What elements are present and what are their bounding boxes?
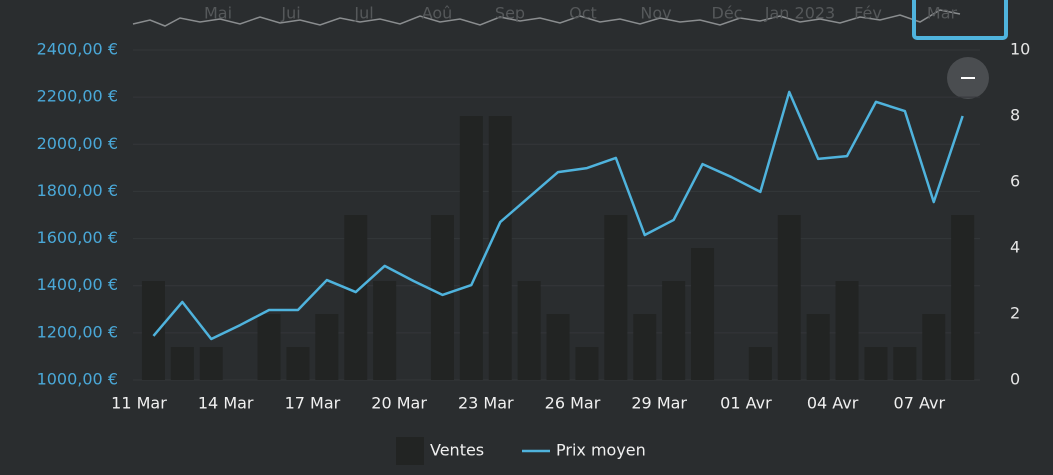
- y2-tick-label: 10: [1010, 40, 1030, 59]
- bar: [633, 314, 657, 380]
- navigator: Mai Jui Jul Aoû Sep Oct Nov Déc Jan 2023 Fév Mar: [132, 0, 1008, 40]
- navigator-month: Aoû: [422, 4, 453, 23]
- navigator-month: Fév: [854, 4, 882, 23]
- bar: [835, 281, 859, 380]
- y-tick-label: 1400,00 €: [37, 275, 118, 294]
- bar: [748, 347, 772, 380]
- y2-tick-label: 4: [1010, 238, 1020, 257]
- navigator-month: Sep: [495, 4, 525, 23]
- y-tick-label: 1000,00 €: [37, 370, 118, 389]
- y2-tick-label: 8: [1010, 106, 1020, 125]
- y-tick-label: 1600,00 €: [37, 228, 118, 247]
- x-tick-label: 20 Mar: [371, 394, 427, 413]
- x-tick-label: 11 Mar: [111, 394, 167, 413]
- x-tick-label: 26 Mar: [545, 394, 601, 413]
- legend-label: Ventes: [430, 441, 484, 460]
- bar: [430, 215, 454, 380]
- y-tick-label: 2000,00 €: [37, 134, 118, 153]
- bar: [864, 347, 888, 380]
- x-tick-label: 29 Mar: [631, 394, 687, 413]
- bar: [170, 347, 194, 380]
- y-tick-label: 2400,00 €: [37, 40, 118, 59]
- navigator-month: Jui: [280, 4, 300, 23]
- bar: [922, 314, 946, 380]
- bar: [488, 116, 512, 380]
- line: [152, 90, 964, 341]
- navigator-month: Mai: [204, 4, 232, 23]
- bar: [141, 281, 165, 380]
- navigator-handle[interactable]: [912, 0, 1008, 40]
- y2-tick-label: 0: [1010, 370, 1020, 389]
- bar: [344, 215, 368, 380]
- navigator-month: Oct: [569, 4, 597, 23]
- y-tick-label: 1200,00 €: [37, 322, 118, 341]
- bar: [893, 347, 917, 380]
- legend-label: Prix moyen: [556, 441, 646, 460]
- y2-tick-label: 6: [1010, 172, 1020, 191]
- bar: [777, 215, 801, 380]
- navigator-month: Nov: [640, 4, 671, 23]
- y-tick-label: 1800,00 €: [37, 181, 118, 200]
- bar: [517, 281, 541, 380]
- x-tick-label: 04 Avr: [807, 394, 859, 413]
- zoom-out-button[interactable]: [947, 57, 989, 99]
- x-tick-label: 17 Mar: [285, 394, 341, 413]
- navigator-month: Mar: [927, 4, 958, 23]
- x-tick-label: 23 Mar: [458, 394, 514, 413]
- bar: [951, 215, 975, 380]
- navigator-month: Jan 2023: [764, 4, 835, 23]
- bar: [315, 314, 339, 380]
- bar: [199, 347, 223, 380]
- x-tick-label: 07 Avr: [894, 394, 946, 413]
- bar: [575, 347, 599, 380]
- bar: [459, 116, 483, 380]
- bar: [691, 248, 715, 380]
- bar: [806, 314, 830, 380]
- bar: [604, 215, 628, 380]
- y-tick-label: 2200,00 €: [37, 87, 118, 106]
- bar: [286, 347, 310, 380]
- bar: [257, 314, 281, 380]
- y2-tick-label: 2: [1010, 304, 1020, 323]
- x-tick-label: 01 Avr: [720, 394, 772, 413]
- x-tick-label: 14 Mar: [198, 394, 254, 413]
- bar: [662, 281, 686, 380]
- legend: Ventes Prix moyen: [396, 437, 646, 465]
- navigator-month: Jul: [353, 4, 373, 23]
- navigator-series: [132, 9, 961, 27]
- navigator-month: Déc: [712, 4, 743, 23]
- bar: [546, 314, 570, 380]
- bar: [373, 281, 397, 380]
- legend-swatch: [396, 437, 424, 465]
